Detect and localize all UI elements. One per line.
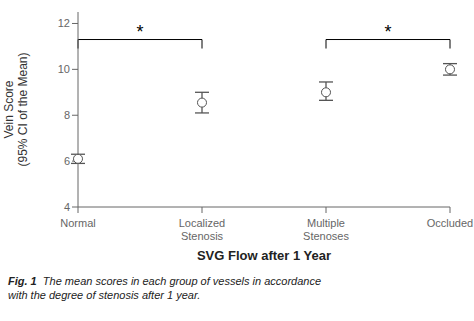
svg-text:*: * [384, 22, 391, 42]
svg-text:8: 8 [64, 109, 70, 121]
svg-text:*: * [136, 22, 143, 42]
svg-text:Normal: Normal [60, 217, 95, 229]
svg-text:10: 10 [58, 63, 70, 75]
svg-text:4: 4 [64, 201, 70, 213]
svg-text:12: 12 [58, 17, 70, 29]
html-text:Fig. 1 The mean scores in each: Fig. 1 The mean scores in each group of … [8, 275, 322, 301]
svg-text:LocalizedStenosis: LocalizedStenosis [179, 217, 225, 242]
svg-text:Occluded: Occluded [427, 217, 466, 229]
svg-text:6: 6 [64, 155, 70, 167]
svg-text:Vein Score(95% CI of the Mean): Vein Score(95% CI of the Mean) [8, 52, 30, 166]
svg-text:MultipleStenoses: MultipleStenoses [303, 217, 349, 242]
html-text:SVG Flow after 1 Year: SVG Flow after 1 Year [196, 248, 332, 263]
